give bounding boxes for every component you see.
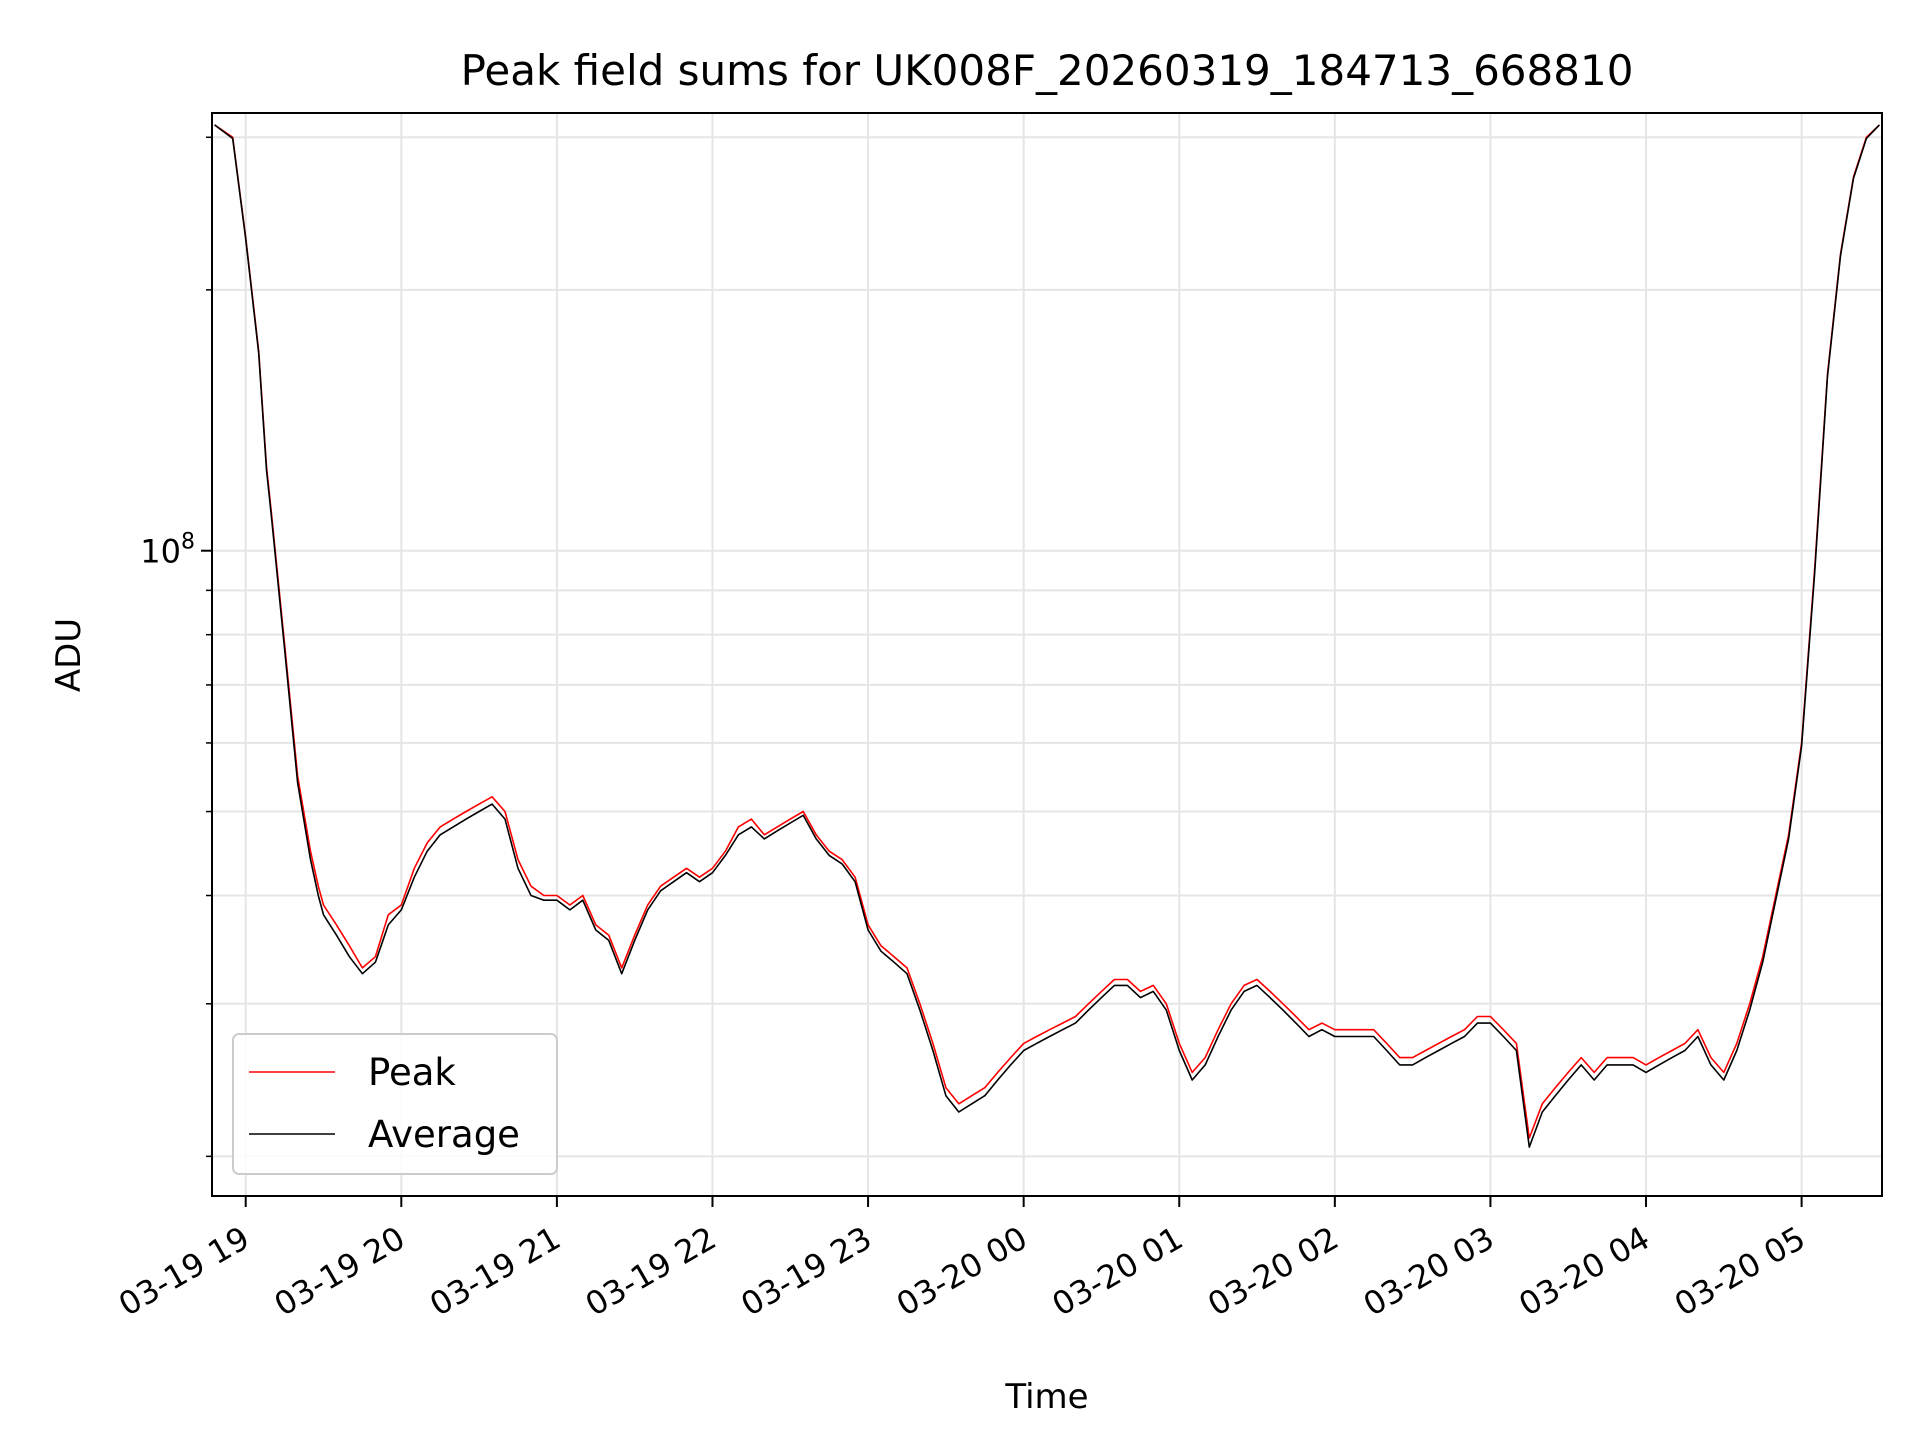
grid	[212, 113, 1882, 1196]
legend: Peak Average	[232, 1033, 558, 1175]
chart-title: Peak field sums for UK008F_20260319_1847…	[461, 46, 1634, 95]
y-tick-label: 108	[140, 530, 195, 571]
legend-label-peak: Peak	[368, 1051, 456, 1094]
y-axis: 108	[140, 136, 212, 1158]
series-line-average	[214, 124, 1880, 1148]
legend-label-average: Average	[368, 1113, 520, 1156]
y-axis-title: ADU	[49, 618, 89, 692]
series-layer	[214, 124, 1880, 1148]
legend-box	[232, 1033, 558, 1175]
plot-frame	[211, 112, 1883, 1197]
series-line-peak	[214, 124, 1880, 1139]
x-axis-title: Time	[1004, 1377, 1088, 1417]
